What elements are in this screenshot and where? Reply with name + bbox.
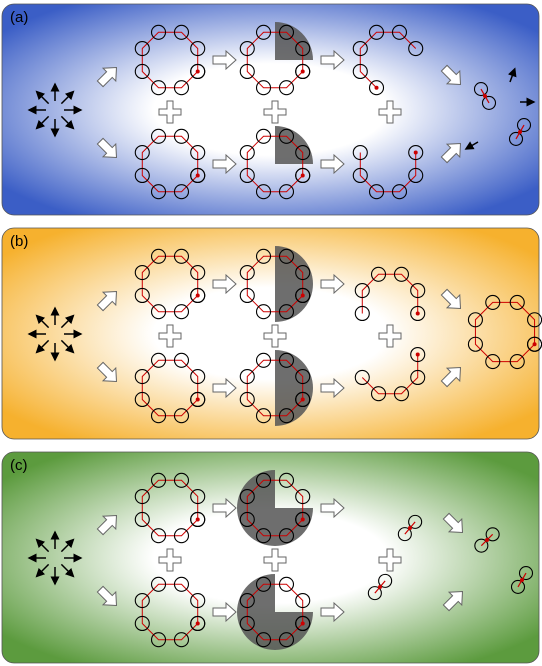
spin-dot xyxy=(414,151,418,155)
spin-dot xyxy=(301,293,305,297)
spin-dot xyxy=(196,517,200,521)
spin-dot xyxy=(416,311,420,315)
spin-dot xyxy=(301,517,305,521)
spin-dot xyxy=(196,69,200,73)
panel: (a) xyxy=(2,4,539,215)
spin-dot xyxy=(301,397,305,401)
spin-dot xyxy=(378,585,382,589)
spin-dot xyxy=(518,130,522,134)
spin-dot xyxy=(485,538,489,542)
spin-dot xyxy=(375,86,379,90)
panel: (b) xyxy=(2,228,542,439)
panel-label: (b) xyxy=(10,233,28,250)
spin-dot xyxy=(483,94,487,98)
figure: (a) (b) (c) xyxy=(0,0,542,666)
panel-label: (a) xyxy=(10,9,28,26)
spin-dot xyxy=(533,342,537,346)
spin-dot xyxy=(301,69,305,73)
panel: (c) xyxy=(2,452,539,663)
spin-dot xyxy=(196,293,200,297)
spin-dot xyxy=(520,578,524,582)
spin-dot xyxy=(301,621,305,625)
spin-dot xyxy=(196,397,200,401)
spin-dot xyxy=(196,173,200,177)
spin-dot xyxy=(408,526,412,530)
panel-label: (c) xyxy=(10,457,28,474)
spin-dot xyxy=(416,353,420,357)
spin-dot xyxy=(196,621,200,625)
page: (a)(b)(c) (() => { const data = JSON.par… xyxy=(0,0,542,666)
spin-dot xyxy=(301,173,305,177)
